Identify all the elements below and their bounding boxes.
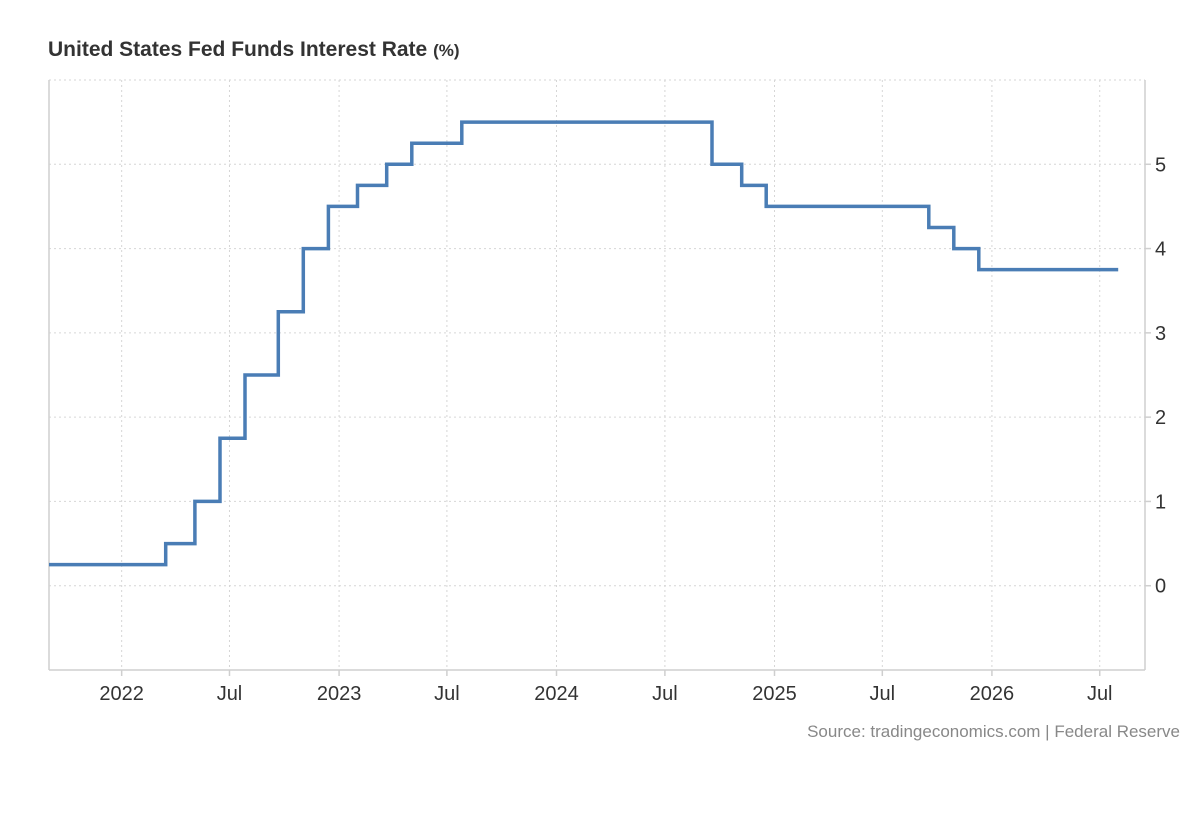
- x-tick-label: Jul: [1087, 683, 1113, 705]
- axis-layer: [48, 80, 1151, 676]
- x-tick-label: 2025: [752, 683, 797, 705]
- x-tick-label: 2024: [534, 683, 579, 705]
- x-tick-label: 2022: [99, 683, 144, 705]
- x-tick-label: Jul: [217, 683, 243, 705]
- y-tick-label: 4: [1155, 239, 1166, 261]
- x-tick-label: Jul: [870, 683, 896, 705]
- series-layer: [49, 120, 1119, 567]
- y-tick-label: 1: [1155, 491, 1166, 513]
- y-tick-label: 2: [1155, 407, 1166, 429]
- y-tick-label: 5: [1155, 154, 1166, 176]
- label-layer: 0 1 2 3 4 5 2022 Jul 2023 Jul 2024 Jul 2025 Jul 2026 Ju…: [99, 154, 1166, 705]
- y-tick-label: 3: [1155, 323, 1166, 345]
- chart-title-unit: (%): [433, 41, 460, 60]
- x-tick-label: 2023: [317, 683, 362, 705]
- chart-title: United States Fed Funds Interest Rate (%…: [48, 38, 460, 62]
- x-tick-label: Jul: [652, 683, 678, 705]
- y-tick-label: 0: [1155, 576, 1166, 598]
- x-tick-label: Jul: [434, 683, 460, 705]
- chart-title-text: United States Fed Funds Interest Rate: [48, 38, 428, 61]
- source-note: Source: tradingeconomics.com | Federal R…: [807, 722, 1180, 741]
- x-tick-label: 2026: [970, 683, 1015, 705]
- grid-layer: [49, 79, 1145, 671]
- series-line: [49, 120, 1119, 567]
